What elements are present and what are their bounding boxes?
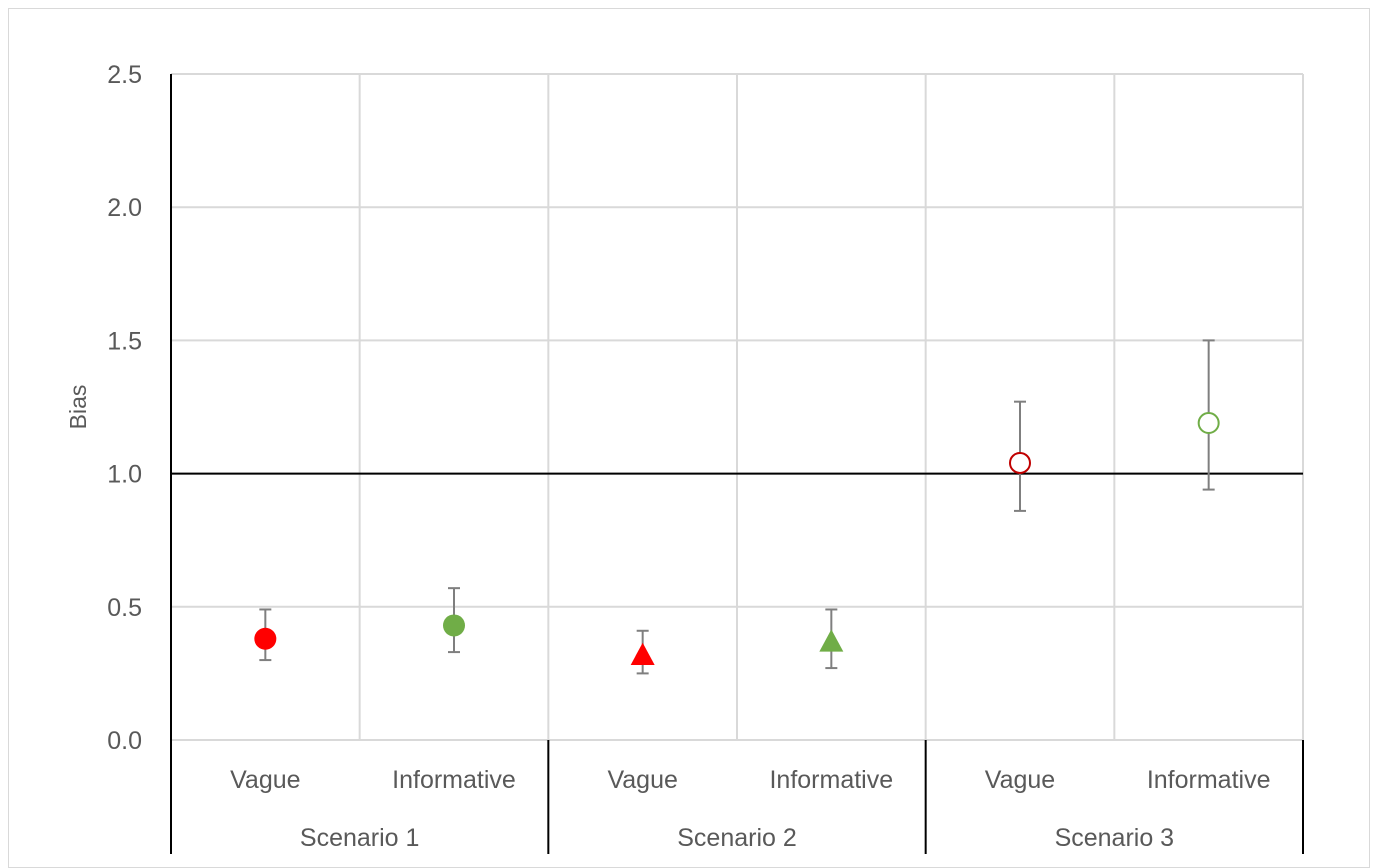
y-axis-title: Bias bbox=[65, 385, 91, 430]
axes bbox=[170, 74, 1304, 854]
data-point-group bbox=[443, 587, 465, 654]
category-label: Informative bbox=[1147, 766, 1271, 794]
group-label: Scenario 3 bbox=[1055, 824, 1175, 852]
data-point-group bbox=[254, 608, 277, 662]
data-point-group bbox=[1197, 339, 1220, 491]
category-labels: Vague Informative Vague Informative Vague Inf… bbox=[230, 766, 1270, 852]
group-label: Scenario 2 bbox=[677, 824, 797, 852]
chart-frame bbox=[8, 8, 1370, 868]
data-point-marker bbox=[1009, 451, 1031, 474]
y-tick-label: 2.5 bbox=[107, 61, 142, 89]
data-point-marker bbox=[254, 627, 277, 650]
category-label: Vague bbox=[230, 766, 300, 794]
data-point-group bbox=[1009, 400, 1031, 512]
y-tick-label: 0.5 bbox=[107, 594, 142, 622]
y-tick-label: 0.0 bbox=[107, 727, 142, 755]
y-tick-label: 1.0 bbox=[107, 461, 142, 489]
y-tick-label: 1.5 bbox=[107, 327, 142, 355]
gridlines bbox=[171, 73, 1304, 741]
data-point-group bbox=[819, 608, 844, 670]
category-label: Informative bbox=[392, 766, 516, 794]
category-label: Vague bbox=[607, 766, 677, 794]
data-points bbox=[254, 339, 1220, 675]
data-point-marker bbox=[1197, 411, 1220, 434]
group-label: Scenario 1 bbox=[300, 824, 420, 852]
data-point-marker bbox=[630, 642, 655, 665]
data-point-marker bbox=[443, 614, 465, 637]
data-point-group bbox=[630, 629, 655, 675]
y-tick-label: 2.0 bbox=[107, 194, 142, 222]
category-label: Informative bbox=[769, 766, 893, 794]
category-label: Vague bbox=[985, 766, 1055, 794]
data-point-marker bbox=[819, 629, 844, 652]
y-tick-labels: 0.0 0.5 1.0 1.5 2.0 2.5 bbox=[107, 61, 142, 755]
